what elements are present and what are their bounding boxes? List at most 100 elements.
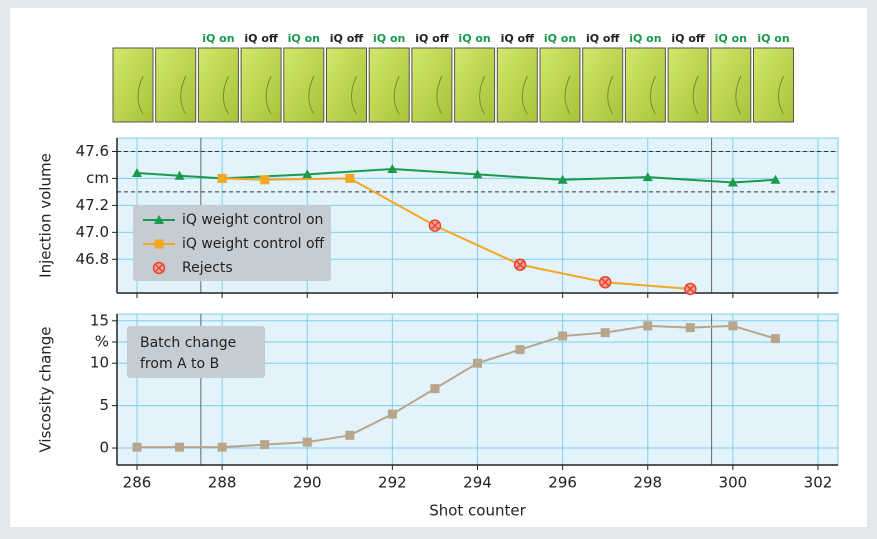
marker — [154, 239, 164, 249]
marker — [770, 334, 780, 344]
marker — [770, 174, 781, 184]
thumbnail-curve — [649, 75, 656, 115]
x-tick-label: 298 — [633, 474, 662, 492]
marker-cross — [516, 260, 525, 269]
marker — [154, 215, 164, 224]
thumbnail-label: iQ off — [330, 32, 364, 45]
thumbnail-label: iQ off — [415, 32, 449, 45]
thumbnail — [496, 47, 538, 123]
y-tick-label: 15 — [90, 311, 109, 329]
marker — [217, 442, 227, 452]
legend-label: iQ weight control on — [182, 212, 323, 228]
marker — [473, 358, 482, 368]
annotation: Batch change — [140, 335, 236, 351]
marker — [217, 173, 227, 183]
thumbnail — [240, 47, 282, 123]
thumbnail — [326, 47, 367, 123]
thumbnail-label: iQ on — [373, 32, 405, 45]
marker — [598, 275, 612, 289]
thumbnail — [667, 47, 709, 123]
legend-box — [133, 205, 331, 281]
thumbnail-label: iQ off — [244, 32, 278, 45]
thumbnail — [368, 47, 410, 123]
x-tick-label: 286 — [123, 474, 152, 492]
marker — [557, 174, 568, 184]
marker — [302, 169, 313, 179]
marker — [132, 168, 143, 178]
x-tick-label: 290 — [293, 474, 322, 492]
y-tick-label: 47.2 — [76, 196, 109, 214]
thumbnail-label: iQ on — [544, 32, 576, 45]
marker — [345, 173, 355, 183]
thumbnail — [155, 47, 197, 123]
thumbnail — [582, 47, 624, 123]
y-tick-label: 5 — [99, 396, 109, 414]
thumbnail — [197, 47, 239, 123]
thumbnail-label: iQ off — [586, 32, 620, 45]
thumbnail-curve — [393, 75, 400, 115]
marker-cross — [430, 221, 439, 230]
thumbnail-label: iQ off — [501, 32, 535, 45]
y-axis-label: Viscosity change — [37, 326, 55, 452]
thumbnail-curve — [564, 75, 571, 115]
marker — [387, 164, 398, 173]
thumbnail-curve — [521, 75, 528, 115]
thumbnail-curve — [735, 75, 742, 115]
thumbnail-curve — [137, 75, 144, 115]
thumbnail-curve — [479, 75, 486, 115]
x-tick-label: 302 — [804, 474, 833, 492]
marker — [472, 169, 483, 179]
y-tick-label: 47.6 — [76, 142, 109, 160]
marker — [684, 282, 697, 296]
thumbnail-label: iQ on — [715, 32, 747, 45]
y-tick-label: % — [95, 332, 109, 350]
marker — [428, 219, 442, 232]
x-axis-label: Shot counter — [429, 502, 526, 520]
thumbnail-curve — [308, 75, 315, 115]
x-tick-label: 296 — [548, 474, 577, 492]
thumbnail — [539, 47, 581, 123]
series-line — [137, 324, 776, 449]
thumbnail-label: iQ on — [202, 32, 234, 45]
thumbnail-curve — [180, 75, 187, 115]
thumbnail-label: iQ on — [458, 32, 490, 45]
x-tick-label: 288 — [208, 474, 237, 492]
y-tick-label: 0 — [99, 439, 109, 457]
thumbnail-label: iQ on — [288, 32, 320, 45]
marker — [728, 321, 738, 331]
marker — [132, 442, 142, 452]
y-axis-label: Injection volume — [37, 153, 55, 278]
thumbnail — [624, 47, 666, 123]
thumbnail-curve — [607, 75, 614, 115]
thumbnail — [454, 47, 496, 123]
marker — [600, 328, 610, 338]
thumbnail-curve — [222, 75, 229, 115]
thumbnail — [283, 47, 325, 123]
x-tick-label: 300 — [719, 474, 748, 492]
marker — [430, 384, 440, 394]
marker — [175, 442, 185, 452]
thumbnail — [411, 47, 453, 123]
marker — [152, 261, 166, 275]
marker-cross — [154, 263, 164, 273]
annotation-box — [127, 326, 265, 378]
y-tick-label: 46.8 — [76, 250, 109, 268]
marker — [174, 170, 185, 180]
legend-label: Rejects — [182, 260, 233, 276]
annotation: from A to B — [140, 356, 219, 372]
x-tick-label: 294 — [463, 474, 492, 492]
marker-cross — [601, 278, 610, 287]
thumbnail — [753, 47, 794, 123]
marker — [515, 345, 525, 355]
thumbnail-curve — [265, 75, 272, 115]
marker — [260, 440, 270, 450]
thumbnail-curve — [692, 75, 699, 115]
legend-label: iQ weight control off — [182, 236, 325, 252]
thumbnail-curve — [778, 75, 784, 115]
marker — [727, 177, 738, 187]
thumbnail-curve — [436, 75, 443, 115]
marker — [643, 321, 653, 331]
series-line — [136, 167, 776, 184]
